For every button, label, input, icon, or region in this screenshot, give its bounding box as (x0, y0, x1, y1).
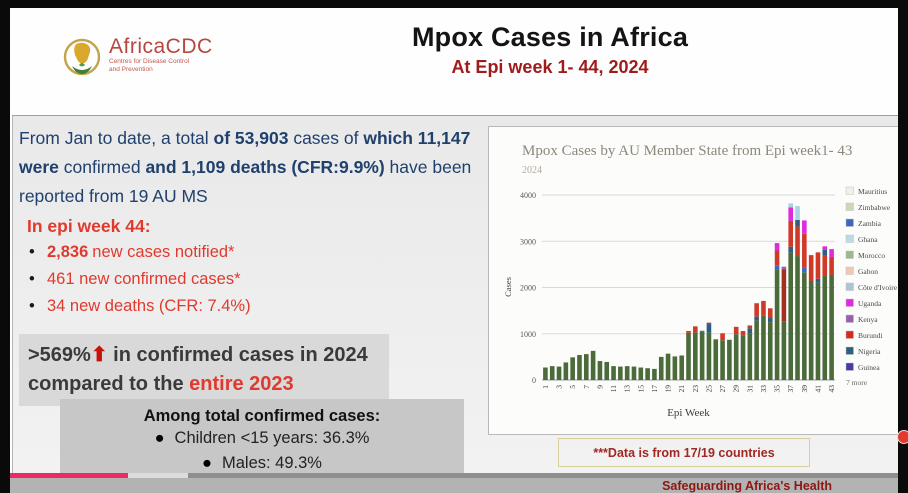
svg-text:Epi Week: Epi Week (667, 407, 710, 419)
svg-text:39: 39 (800, 385, 809, 393)
svg-text:Guinea: Guinea (858, 363, 880, 372)
svg-text:1000: 1000 (520, 330, 536, 339)
confirmed-breakdown-box: Among total confirmed cases: ● Children <… (60, 399, 464, 477)
svg-text:19: 19 (664, 385, 673, 393)
svg-text:Kenya: Kenya (858, 315, 878, 324)
svg-text:Burundi: Burundi (858, 331, 883, 340)
svg-text:21: 21 (677, 385, 686, 393)
confirmed-breakdown-item: ● Children <15 years: 36.3% (154, 429, 370, 447)
svg-text:11: 11 (609, 385, 618, 392)
epi-week-bullet: • 34 new deaths (CFR: 7.4%) (29, 293, 479, 320)
increase-highlight: entire 2023 (189, 373, 294, 395)
svg-text:Gabon: Gabon (858, 267, 878, 276)
svg-text:Ghana: Ghana (858, 235, 878, 244)
bullet-dot-icon: • (29, 243, 35, 261)
bullet-dot-icon: • (29, 297, 35, 315)
mpox-chart-panel: Mpox Cases by AU Member State from Epi w… (488, 126, 898, 435)
svg-text:7: 7 (582, 385, 591, 389)
increase-lead: >569% (28, 344, 91, 366)
svg-text:2000: 2000 (520, 284, 536, 293)
increase-callout-box: >569%⬆ in confirmed cases in 2024 compar… (19, 334, 389, 406)
summary-column: From Jan to date, a total of 53,903 case… (19, 124, 479, 406)
summary-paragraph-segment: From Jan to date, a total (19, 128, 214, 148)
africacdc-logo: AfricaCDC Centres for Disease Control an… (62, 36, 213, 80)
footer-slogan: Safeguarding Africa's Health (662, 479, 832, 493)
bullet-dot-icon: ● (154, 429, 165, 447)
svg-text:7 more: 7 more (846, 378, 868, 387)
svg-text:2024: 2024 (522, 165, 542, 176)
page-subtitle: At Epi week 1- 44, 2024 (451, 57, 649, 77)
svg-text:Cases: Cases (503, 277, 513, 297)
svg-text:35: 35 (773, 385, 782, 393)
epi-week-bullet: • 461 new confirmed cases* (29, 266, 479, 293)
page-title: Mpox Cases in Africa (411, 22, 689, 52)
video-progress-bar[interactable] (10, 473, 898, 478)
svg-text:15: 15 (636, 385, 645, 393)
slide-frame: AfricaCDC Centres for Disease Control an… (10, 8, 898, 493)
logo-brand-text: AfricaCDC (109, 35, 213, 58)
logo-tagline-line2: and Prevention (109, 66, 153, 73)
data-note-box: ***Data is from 17/19 countries (558, 438, 810, 467)
confirmed-breakdown-heading: Among total confirmed cases: (143, 407, 381, 425)
epi-week-bullet-list: • 2,836 new cases notified* • 461 new confi… (19, 239, 479, 320)
svg-text:17: 17 (650, 385, 659, 393)
epi-week-bullet: • 2,836 new cases notified* (29, 239, 479, 266)
svg-text:5: 5 (568, 385, 577, 389)
svg-text:Uganda: Uganda (858, 299, 882, 308)
svg-text:23: 23 (691, 385, 700, 393)
svg-text:33: 33 (759, 385, 768, 393)
svg-text:43: 43 (827, 385, 836, 393)
summary-paragraph-segment: and 1,109 deaths (CFR:9.9%) (145, 157, 385, 177)
up-arrow-icon: ⬆ (90, 344, 108, 366)
svg-text:3: 3 (555, 385, 564, 389)
summary-paragraph-segment: cases of (288, 128, 364, 148)
bullet-dot-icon: ● (202, 454, 212, 472)
svg-text:Nigeria: Nigeria (858, 347, 881, 356)
svg-text:Mauritius: Mauritius (858, 187, 887, 196)
svg-text:29: 29 (732, 385, 741, 393)
svg-text:41: 41 (813, 385, 822, 393)
svg-text:9: 9 (595, 385, 604, 389)
svg-text:0: 0 (532, 376, 536, 385)
svg-text:31: 31 (745, 385, 754, 393)
confirmed-breakdown-list: ● Children <15 years: 36.3% ● Males: 49.3% (60, 426, 464, 476)
record-indicator-icon[interactable] (897, 430, 908, 444)
bullet-dot-icon: • (29, 270, 35, 288)
epi-week-heading: In epi week 44: (27, 216, 151, 236)
svg-text:25: 25 (704, 385, 713, 393)
svg-text:Mpox Cases by AU Member State: Mpox Cases by AU Member State from Epi w… (522, 143, 852, 159)
summary-paragraph-segment: which 11,147 were (19, 128, 471, 177)
increase-middle: in confirmed cases in 2024 compared to t… (28, 344, 368, 395)
logo-tagline-line1: Centres for Disease Control (109, 58, 190, 65)
slide-header: AfricaCDC Centres for Disease Control an… (10, 8, 898, 115)
summary-paragraph-segment: confirmed (58, 157, 146, 177)
confirmed-breakdown-item: ● Males: 49.3% (202, 454, 322, 472)
summary-paragraph-segment: have been reported from 19 AU MS (19, 157, 472, 206)
africacdc-logo-icon (63, 38, 101, 76)
svg-text:1: 1 (541, 385, 550, 389)
summary-paragraph-segment: of 53,903 (213, 128, 289, 148)
mpox-chart-svg: Mpox Cases by AU Member State from Epi w… (503, 143, 898, 419)
svg-text:27: 27 (718, 385, 727, 393)
svg-text:Morocco: Morocco (858, 251, 885, 260)
svg-text:37: 37 (786, 385, 795, 393)
slide-body: From Jan to date, a total of 53,903 case… (12, 115, 898, 477)
svg-text:4000: 4000 (520, 191, 536, 200)
svg-text:13: 13 (623, 385, 632, 393)
footer-band: Safeguarding Africa's Health (10, 478, 898, 493)
svg-text:Côte d'Ivoire: Côte d'Ivoire (858, 283, 898, 292)
svg-text:3000: 3000 (520, 237, 536, 246)
data-note-text: ***Data is from 17/19 countries (593, 445, 775, 460)
svg-text:Zambia: Zambia (858, 219, 882, 228)
summary-paragraph: From Jan to date, a total of 53,903 case… (19, 124, 479, 211)
svg-text:Zimbabwe: Zimbabwe (858, 203, 891, 212)
progress-played (10, 473, 128, 478)
